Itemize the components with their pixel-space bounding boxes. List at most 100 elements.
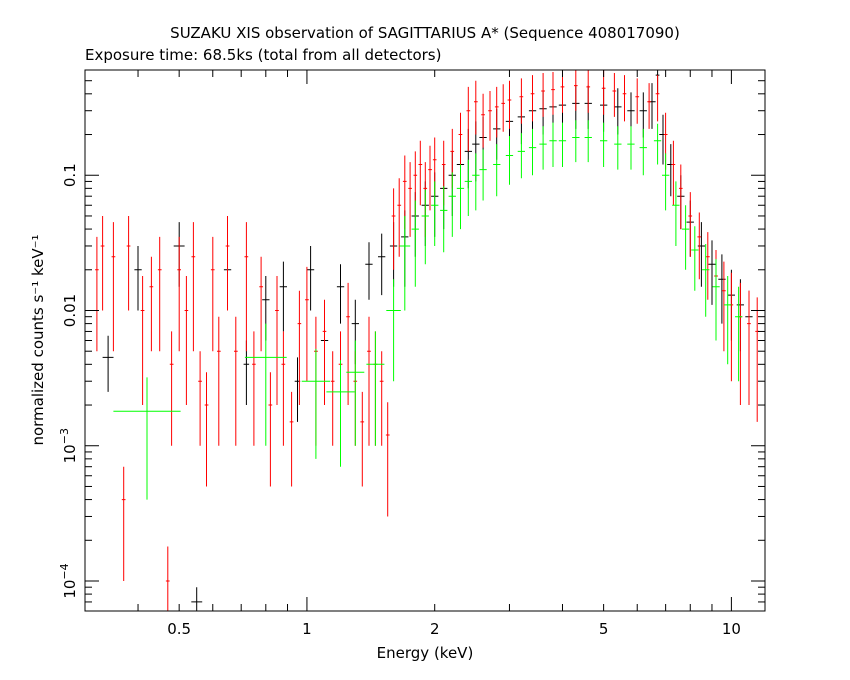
data-point [493,144,501,197]
data-point [722,261,726,352]
data-point [614,126,622,170]
data-point [738,282,743,405]
data-point [729,272,734,382]
data-point [386,279,401,382]
x-tick-label: 1 [302,620,312,638]
data-point [431,181,439,246]
data-point [755,297,759,422]
data-point [330,351,335,446]
data-point [458,112,463,170]
data-point [234,316,238,446]
data-point [635,78,640,124]
data-point [391,188,396,270]
data-point [708,240,716,305]
data-point [479,149,487,201]
data-point [681,205,690,270]
data-point [204,372,209,487]
x-tick-label: 0.5 [167,620,191,638]
data-point [572,120,580,163]
data-point [244,222,249,352]
data-point [494,86,499,138]
data-point [322,299,327,405]
data-point [121,466,126,581]
data-point [622,75,627,122]
data-point [346,340,365,446]
data-point [306,246,315,311]
data-point [100,216,105,311]
data-point [549,122,557,167]
data-point [712,259,720,341]
data-point [184,276,189,405]
data-point [653,123,662,165]
series-0 [102,70,753,611]
data-point [217,316,221,446]
data-point [113,377,181,500]
data-point [149,256,154,352]
data-point [198,351,202,446]
data-point [301,348,331,459]
data-point [601,70,606,115]
data-point [140,276,145,405]
y-tick-label: 0.01 [61,294,79,327]
data-point [428,145,432,211]
data-point [95,236,99,352]
data-point [275,276,279,405]
data-point [440,186,448,253]
data-point [225,216,230,311]
data-point [448,172,456,237]
data-point [586,70,591,113]
data-point [505,136,514,185]
data-point [474,80,478,135]
data-point [418,140,423,206]
data-point [530,75,535,122]
data-point [326,360,355,467]
series-1 [95,70,766,611]
series-2 [113,120,743,500]
data-point [177,236,181,352]
tick-marks [84,70,765,612]
data-point [735,286,743,382]
y-tick-label-exponent: −4 [58,563,71,579]
data-point [281,331,286,446]
data-point [600,122,608,167]
data-point [488,91,492,141]
y-tick-label: 10−3 [58,428,79,463]
data-point [297,290,302,405]
data-point [191,587,203,611]
y-tick-label-base: 10 [61,444,79,463]
data-point [169,331,174,446]
data-point [724,276,732,365]
data-point [612,73,617,117]
y-axis-label: normalized counts s⁻¹ keV⁻¹ [29,234,47,445]
data-point [210,236,215,352]
data-point [627,126,635,170]
data-point [365,242,373,300]
data-point [126,216,131,311]
data-point [679,164,683,230]
data-point [244,323,287,446]
data-point [366,331,385,446]
data-point [456,164,465,230]
data-point [289,391,294,487]
data-point [472,153,480,211]
data-point [385,402,390,517]
data-point [397,178,402,257]
chart-subtitle: Exposure time: 68.5ks (total from all de… [85,46,441,64]
data-point [252,331,256,446]
data-point [157,236,162,352]
data-point [501,84,505,132]
data-point [671,140,676,206]
y-tick-label-exponent: −3 [58,428,71,444]
data-point [688,192,693,257]
data-point [718,254,726,324]
data-point [481,93,485,148]
data-point [411,200,419,287]
y-tick-label: 0.1 [61,163,79,187]
data-point [408,162,412,237]
data-point [268,372,273,487]
data-point [662,153,670,211]
data-point [539,126,547,170]
series-layer [95,70,766,611]
